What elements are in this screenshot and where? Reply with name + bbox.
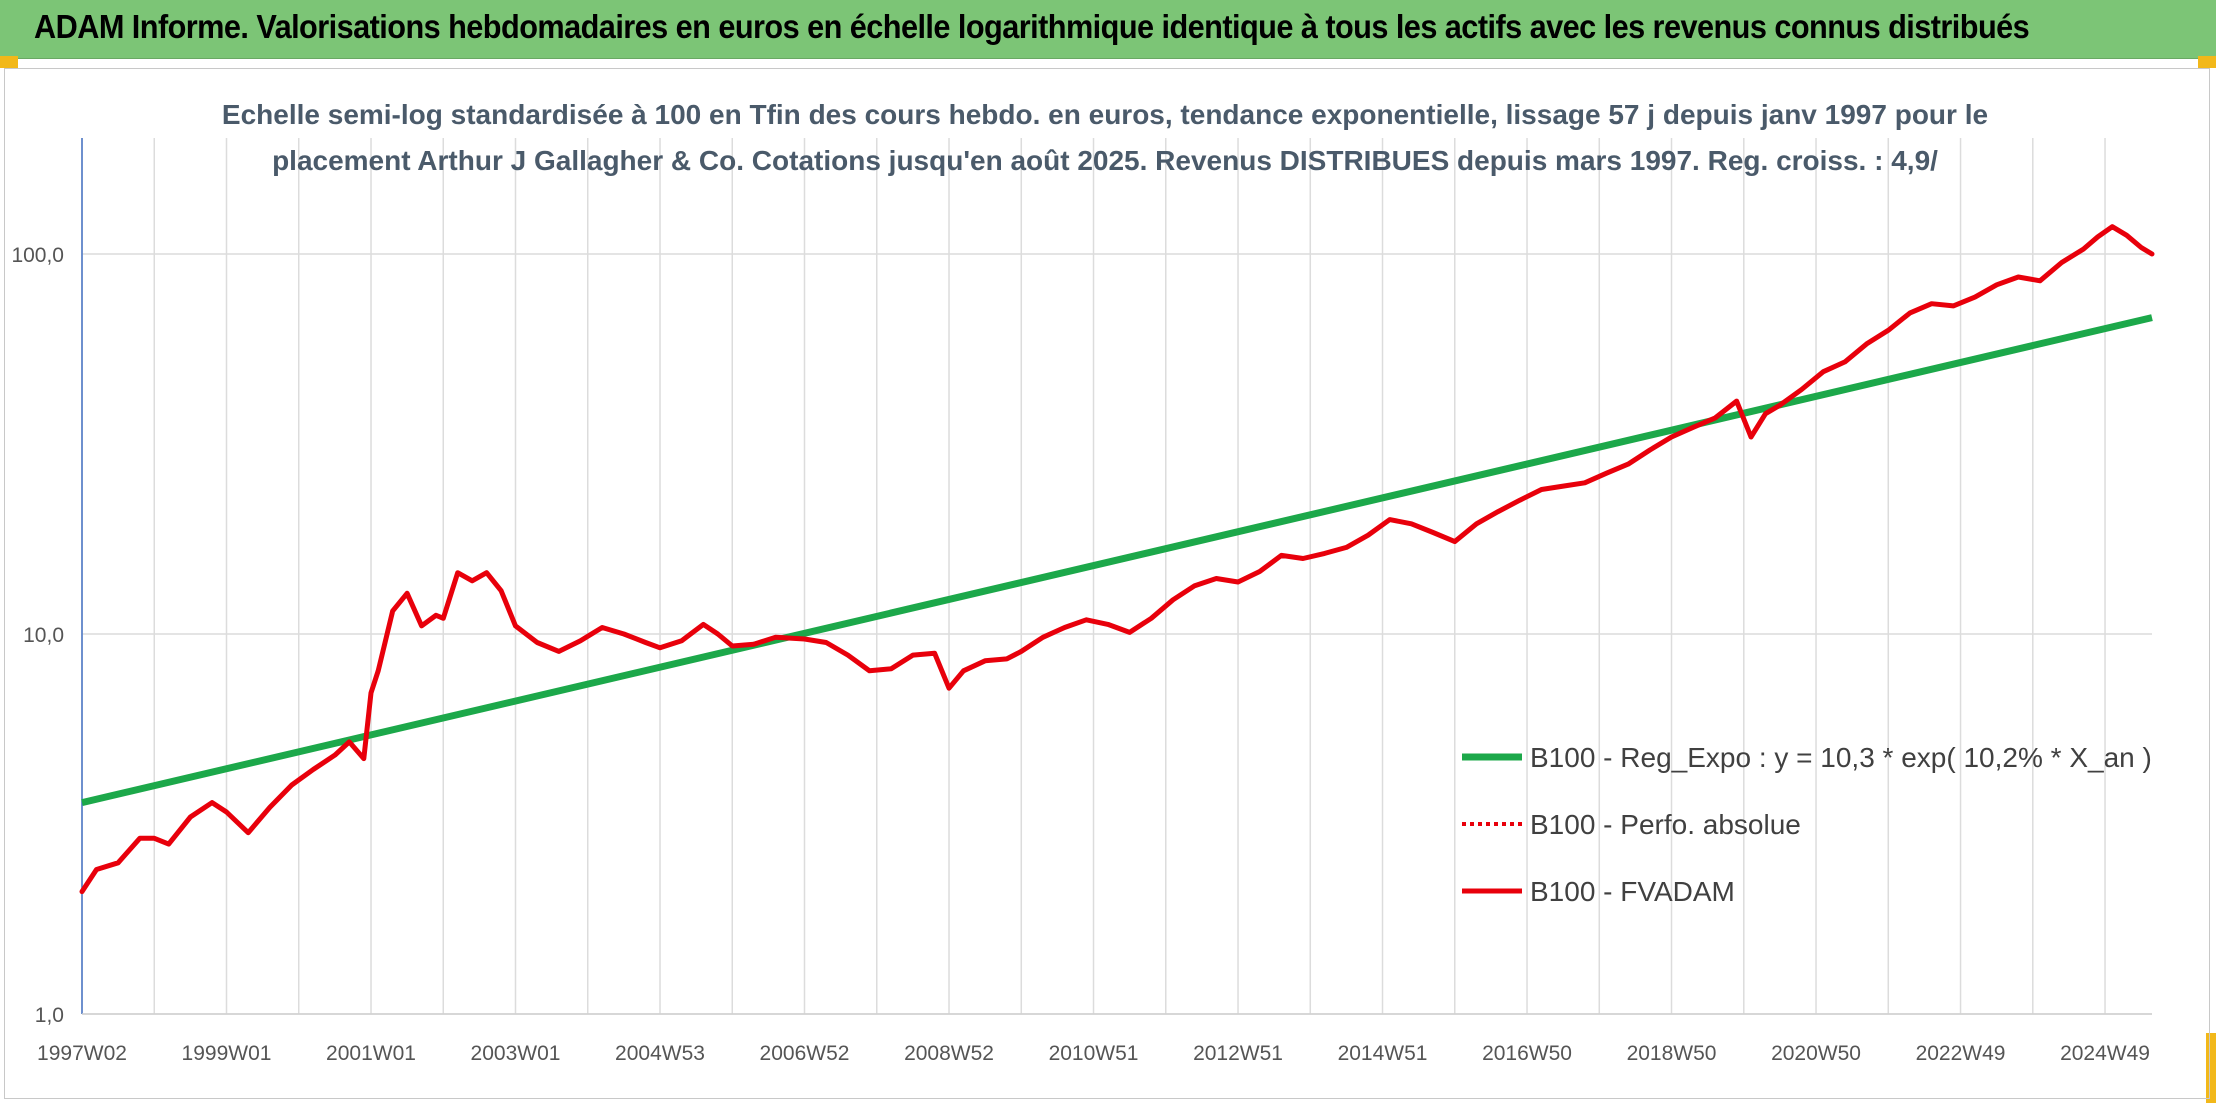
x-tick-label: 2020W50 [1771,1042,1861,1065]
x-tick-label: 2004W53 [615,1042,705,1065]
legend-label: B100 - Reg_Expo : y = 10,3 * exp( 10,2% … [1530,742,2152,773]
corner-marker-left [0,56,18,68]
x-tick-label: 2010W51 [1049,1042,1139,1065]
series [79,224,2155,895]
x-tick-label: 2006W52 [760,1042,850,1065]
header-banner: ADAM Informe. Valorisations hebdomadaire… [0,0,2216,59]
chart-title-line-2: placement Arthur J Gallagher & Co. Cotat… [272,145,1938,176]
legend-label: B100 - FVADAM [1530,876,1735,907]
x-tick-label: 2018W50 [1627,1042,1717,1065]
x-tick-label: 2024W49 [2060,1042,2150,1065]
corner-marker-bottom-right [2206,1033,2216,1103]
grid [81,138,2152,1015]
x-tick-label: 2022W49 [1916,1042,2006,1065]
series-line-regression [81,314,2153,807]
x-tick-label: 2012W51 [1193,1042,1283,1065]
y-tick-label: 1,0 [35,1004,64,1027]
chart-frame [4,68,2210,1099]
page-title: ADAM Informe. Valorisations hebdomadaire… [34,8,2030,45]
x-tick-label: 2008W52 [904,1042,994,1065]
x-tick-label: 2003W01 [471,1042,561,1065]
x-tick-label: 1999W01 [182,1042,272,1065]
chart-title: Echelle semi-log standardisée à 100 en T… [222,99,1988,176]
legend-label: B100 - Perfo. absolue [1530,809,1801,840]
x-tick-label: 2016W50 [1482,1042,1572,1065]
x-tick-label: 2001W01 [326,1042,416,1065]
y-tick-label: 10,0 [23,624,64,647]
x-tick-label: 2014W51 [1338,1042,1428,1065]
chart-title-line-1: Echelle semi-log standardisée à 100 en T… [222,99,1988,130]
y-tick-label: 100,0 [11,244,64,267]
x-tick-label: 1997W02 [37,1042,127,1065]
corner-marker-right [2198,56,2216,68]
legend: B100 - Reg_Expo : y = 10,3 * exp( 10,2% … [1462,742,2152,907]
series-line-fvadam [79,224,2155,895]
axes: 1,0 10,0 100,0 1997W02 1999W01 2001W01 2003W01… [11,138,2152,1065]
